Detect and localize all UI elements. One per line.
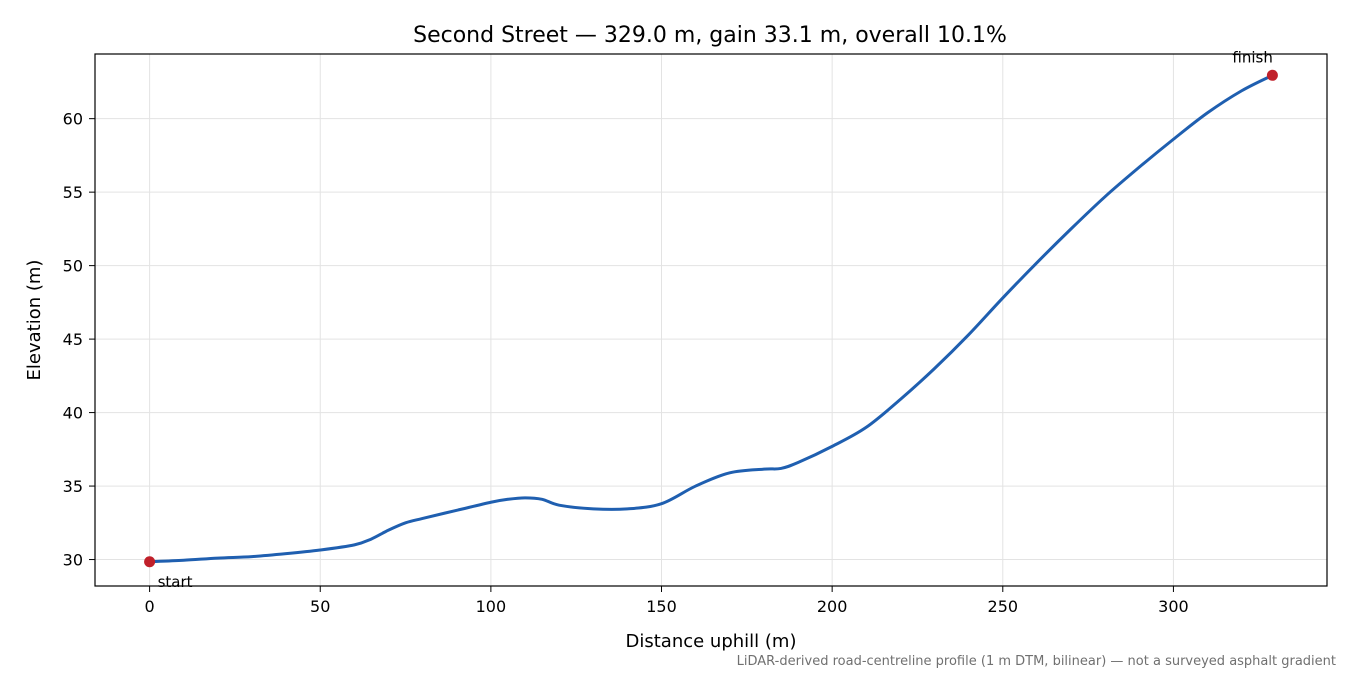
source-note: LiDAR-derived road-centreline profile (1… <box>737 654 1336 669</box>
y-tick-label: 45 <box>63 330 83 349</box>
x-tick-label: 150 <box>646 597 677 616</box>
axis-ticks: 0 50 100 150 200 250 300 30 35 40 45 50 55 60 <box>63 110 1189 616</box>
y-tick-label: 55 <box>63 183 83 202</box>
x-axis-label: Distance uphill (m) <box>626 631 797 652</box>
y-tick-label: 40 <box>63 404 83 423</box>
y-tick-label: 30 <box>63 551 83 570</box>
y-tick-label: 50 <box>63 257 83 276</box>
x-tick-label: 300 <box>1158 597 1189 616</box>
x-tick-label: 200 <box>817 597 848 616</box>
grid <box>95 54 1327 586</box>
plot-frame <box>94 53 1328 587</box>
finish-marker <box>1266 69 1278 81</box>
y-tick-label: 60 <box>63 110 83 129</box>
elevation-profile-line <box>148 73 1274 564</box>
chart-title: Second Street — 329.0 m, gain 33.1 m, ov… <box>413 23 1007 48</box>
start-label: start <box>158 573 193 591</box>
y-axis-label: Elevation (m) <box>24 260 45 381</box>
series <box>148 73 1274 564</box>
x-tick-label: 50 <box>310 597 330 616</box>
x-tick-label: 100 <box>476 597 507 616</box>
finish-label: finish <box>1232 48 1272 66</box>
x-tick-label: 250 <box>988 597 1019 616</box>
start-marker <box>144 556 156 568</box>
y-tick-label: 35 <box>63 477 83 496</box>
x-tick-label: 0 <box>145 597 155 616</box>
markers: start finish <box>144 48 1278 591</box>
